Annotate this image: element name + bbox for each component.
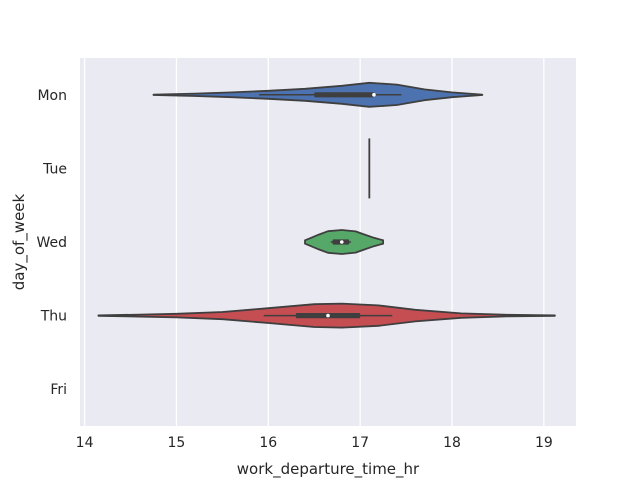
x-tick-label: 16 (259, 435, 277, 451)
violin-iqr-box (314, 92, 374, 98)
x-axis-ticks: 14 15 16 17 18 19 (76, 435, 553, 451)
y-tick-label: Thu (40, 309, 67, 325)
y-tick-label: Tue (42, 161, 67, 177)
x-tick-label: 17 (351, 435, 369, 451)
x-tick-label: 15 (168, 435, 186, 451)
x-tick-label: 19 (535, 435, 553, 451)
violin-thu (97, 302, 556, 329)
violin-median-dot (326, 313, 330, 318)
violin-mon (152, 81, 484, 108)
violin-median-dot (372, 93, 376, 97)
violins (97, 81, 556, 329)
violin-wed (304, 229, 385, 255)
y-axis-ticks: Mon Tue Wed Thu Fri (36, 88, 67, 398)
x-tick-label: 18 (443, 435, 461, 451)
y-axis-label: day_of_week (10, 193, 29, 290)
y-tick-label: Mon (37, 88, 67, 104)
y-tick-label: Wed (36, 235, 67, 251)
y-tick-label: Fri (50, 382, 67, 398)
violin-median-dot (339, 240, 344, 244)
x-tick-label: 14 (76, 435, 94, 451)
x-axis-label: work_departure_time_hr (237, 460, 420, 479)
